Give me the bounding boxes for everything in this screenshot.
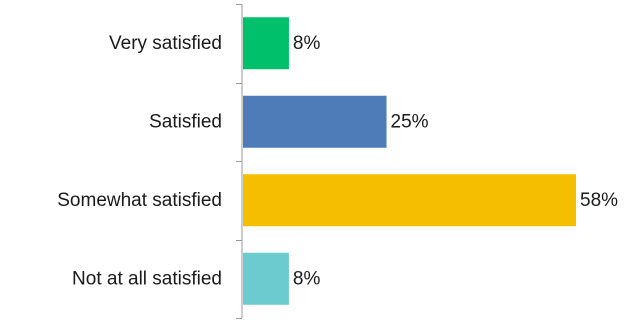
- bar: [243, 252, 289, 305]
- data-label: 25%: [391, 111, 429, 132]
- bar: [243, 174, 576, 227]
- data-label: 58%: [580, 190, 618, 211]
- bars: [243, 17, 576, 305]
- data-label: 8%: [293, 268, 321, 289]
- category-axis: [236, 4, 243, 319]
- category-label: Satisfied: [149, 111, 222, 132]
- bar: [243, 95, 387, 148]
- category-label: Not at all satisfied: [72, 268, 222, 289]
- bar: [243, 17, 289, 70]
- data-label: 8%: [293, 33, 321, 54]
- category-label: Very satisfied: [109, 33, 222, 54]
- labels: Very satisfied 8% Satisfied 25% Somewhat sat…: [57, 33, 618, 290]
- category-label: Somewhat satisfied: [57, 190, 222, 211]
